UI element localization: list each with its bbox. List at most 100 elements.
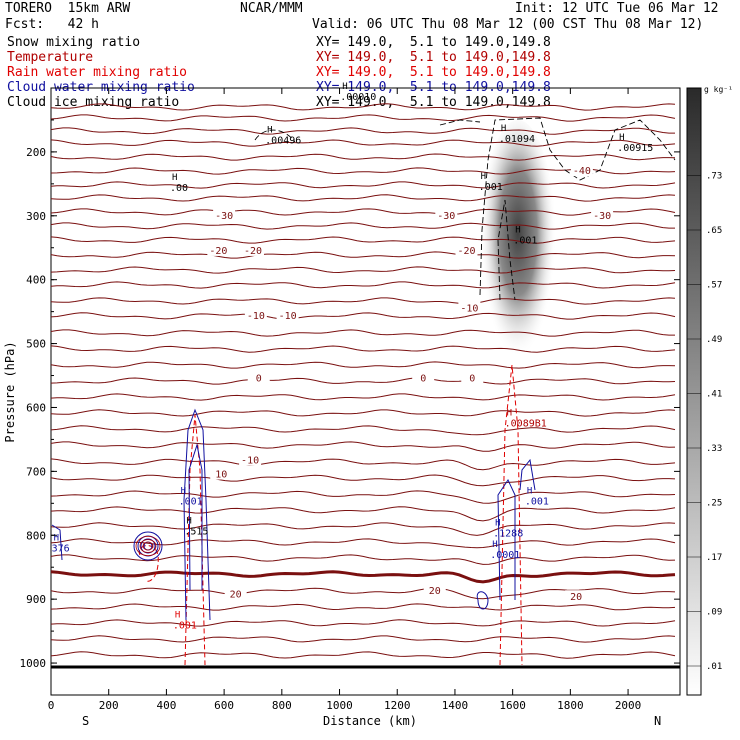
temperature-label: -30 bbox=[215, 211, 233, 222]
y-axis-title: Pressure (hPa) bbox=[3, 341, 17, 442]
field-xy-rain: XY= 149.0, 5.1 to 149.0,149.8 bbox=[316, 65, 551, 80]
colorbar-labels: .01 .09 .17 .25 .33 .41 .49 .57 .65 .73 bbox=[687, 172, 722, 672]
max-value-label: .001 bbox=[513, 236, 537, 247]
temperature-contour bbox=[50, 506, 676, 522]
x-axis-end-south: S bbox=[82, 714, 89, 728]
cloud-contour-tower bbox=[183, 408, 211, 621]
high-marker: H bbox=[267, 125, 272, 135]
temperature-label-bg bbox=[224, 587, 247, 600]
temperature-contour bbox=[50, 458, 676, 471]
temperature-label: 20 bbox=[230, 590, 242, 601]
temperature-label: 0 bbox=[256, 374, 262, 385]
y-tick-label: 500 bbox=[26, 338, 46, 351]
x-axis-end-north: N bbox=[654, 714, 661, 728]
high-marker: H bbox=[481, 172, 486, 182]
cloud-ring bbox=[133, 531, 163, 561]
colorbar-label: .65 bbox=[706, 226, 722, 236]
x-tick-label: 1400 bbox=[442, 699, 469, 712]
temperature-contour bbox=[50, 127, 675, 135]
temperature-ring bbox=[139, 539, 157, 553]
cloud-contour-right-tower bbox=[497, 478, 516, 601]
temperature-contour bbox=[50, 587, 676, 600]
temperature-label: 10 bbox=[215, 470, 227, 481]
field-label-temperature: Temperature bbox=[7, 50, 94, 65]
temperature-contour bbox=[50, 153, 676, 161]
temperature-contour bbox=[50, 281, 676, 289]
temperature-contour bbox=[50, 329, 675, 337]
cloud-contour-blob bbox=[476, 591, 489, 610]
temperature-label-bg bbox=[244, 309, 267, 322]
temperature-contour bbox=[50, 114, 676, 122]
y-tick-label: 900 bbox=[26, 593, 46, 606]
temperature-label-bg bbox=[565, 590, 588, 603]
temperature-contour bbox=[50, 345, 676, 353]
cloud-contour-inner bbox=[188, 443, 203, 591]
x-tick-label: 0 bbox=[48, 699, 55, 712]
max-value-label: 376 bbox=[52, 544, 70, 555]
temperature-label: -10 bbox=[279, 311, 297, 322]
max-value-label: .001 bbox=[525, 496, 549, 507]
temperature-label-bg bbox=[570, 164, 593, 177]
valid-time: Valid: 06 UTC Thu 08 Mar 12 (00 CST Thu … bbox=[312, 17, 704, 32]
max-value-label: .00010 bbox=[340, 92, 376, 103]
high-marker: H bbox=[492, 540, 497, 550]
colorbar-label: .25 bbox=[706, 499, 722, 509]
colorbar-label: .41 bbox=[706, 390, 722, 400]
temperature-label-bg bbox=[247, 371, 270, 384]
ice-contour-upper bbox=[479, 117, 676, 296]
temperature-label-bg bbox=[207, 243, 230, 256]
high-marker: H bbox=[619, 133, 624, 143]
temperature-label-bg bbox=[435, 208, 458, 221]
temperature-contour bbox=[50, 181, 676, 189]
temperature-label-bg bbox=[591, 208, 614, 221]
cloud-ice-contours bbox=[254, 117, 676, 301]
colorbar bbox=[686, 87, 702, 696]
temperature-labels: -40 -30 -30 -30 -20 -20 -20 -10 -10 -10 0 0 0 10 -10 20… bbox=[207, 164, 614, 603]
snow-shading bbox=[480, 120, 556, 370]
colorbar-label: .17 bbox=[706, 553, 722, 563]
cloud-ring bbox=[140, 538, 156, 554]
temperature-label: 0 bbox=[420, 374, 426, 385]
high-marker: H bbox=[501, 124, 506, 134]
ice-contour-inner bbox=[497, 199, 516, 301]
y-tick-label: 1000 bbox=[20, 657, 47, 670]
high-marker: H bbox=[181, 486, 186, 496]
model-title: TORERO 15km ARW bbox=[5, 1, 131, 16]
temperature-label: -30 bbox=[437, 211, 455, 222]
y-tick-label: 300 bbox=[26, 210, 46, 223]
y-tick-label: 800 bbox=[26, 529, 46, 542]
max-value-label: .01094 bbox=[499, 134, 535, 145]
temperature-contour bbox=[50, 361, 676, 369]
y-tick-label: 200 bbox=[26, 146, 46, 159]
temperature-contour bbox=[50, 474, 676, 487]
high-marker: H bbox=[495, 518, 500, 528]
temperature-label-bg bbox=[239, 453, 262, 466]
rain-contour-small bbox=[138, 545, 159, 582]
forecast-hour: Fcst: 42 h bbox=[5, 17, 99, 32]
cloud-water-contours bbox=[51, 408, 536, 621]
temperature-contour bbox=[50, 139, 676, 147]
max-value-label: .001 bbox=[179, 496, 203, 507]
temperature-ring bbox=[135, 536, 161, 557]
field-xy-snow: XY= 149.0, 5.1 to 149.0,149.8 bbox=[316, 35, 551, 50]
colorbar-label: .49 bbox=[706, 335, 722, 345]
max-value-label: .00915 bbox=[617, 143, 653, 154]
temperature-contour bbox=[50, 297, 676, 305]
high-marker: H bbox=[172, 173, 177, 183]
freezing-level-contour bbox=[50, 570, 676, 584]
max-value-label: .00496 bbox=[265, 135, 301, 146]
temperature-contour bbox=[50, 236, 676, 244]
temperature-contour bbox=[50, 393, 676, 401]
center-name: NCAR/MMM bbox=[240, 1, 303, 16]
high-marker: H bbox=[527, 486, 532, 496]
temperature-contour bbox=[50, 409, 676, 417]
temperature-label: -40 bbox=[573, 166, 591, 177]
temperature-contour bbox=[50, 651, 676, 659]
temperature-contour bbox=[50, 425, 676, 436]
temperature-label-bg bbox=[423, 583, 446, 596]
temperature-label-bg bbox=[241, 243, 264, 256]
field-label-rain: Rain water mixing ratio bbox=[7, 65, 188, 80]
temperature-label: -10 bbox=[241, 456, 259, 467]
